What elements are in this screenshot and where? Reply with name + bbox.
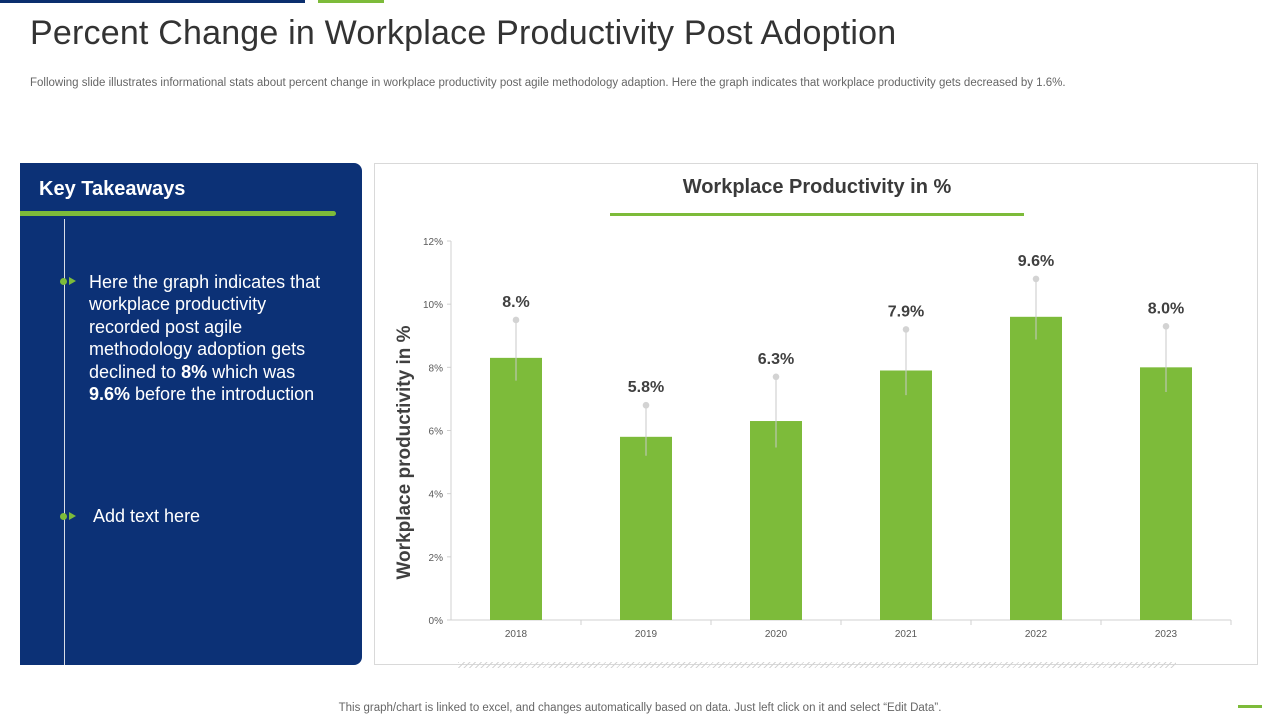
y-axis-title: Workplace productivity in % [394,325,415,579]
footer-note: This graph/chart is linked to excel, and… [338,702,942,714]
heading-underline [20,211,336,216]
takeaway-1-highlight-8: 8% [181,361,208,382]
takeaway-1-line-1: Here the graph indicates that [89,272,321,292]
error-bar-cap-2018 [512,316,520,324]
key-takeaways-panel: Key Takeaways Here the graph indicates t… [20,163,362,665]
y-tick-label: 6% [429,427,444,438]
page-title: Percent Change in Workplace Productivity… [30,14,897,52]
footer-accent-mark [1238,705,1262,708]
timeline-line [64,219,65,665]
y-tick-label: 2% [429,553,444,564]
x-tick-label-2019: 2019 [635,629,658,640]
error-bar-cap-2021 [902,326,910,333]
bar-2022 [1010,316,1062,620]
takeaway-1-line-6-suffix: before the introduction [130,384,315,405]
takeaway-1-line-5-prefix: declined to [89,361,182,382]
x-tick-label-2021: 2021 [895,629,918,640]
x-tick-label-2020: 2020 [765,629,788,640]
y-tick-label: 10% [423,300,443,311]
bullet-dot-icon [60,512,67,520]
chart-shadow-hatch [458,662,1176,668]
error-bar-cap-2020 [772,373,780,381]
bullet-arrow-icon [69,512,76,520]
takeaway-1-highlight-96: 9.6% [89,384,131,405]
y-tick-label: 0% [429,616,444,627]
chart-title: Workplace Productivity in % [682,176,952,198]
y-tick-label: 4% [429,490,444,501]
bullet-arrow-icon [69,277,76,285]
bar-2019 [620,436,672,620]
error-bar-cap-2019 [642,401,650,409]
error-bar-cap-2023 [1162,322,1170,330]
data-label-2018: 8.% [502,294,530,311]
bullet-dot-icon [60,277,67,285]
data-label-2020: 6.3% [758,351,794,368]
takeaway-1-line-2: workplace productivity [89,294,267,315]
data-label-2023: 8.0% [1148,300,1184,317]
bar-2020 [750,421,802,620]
x-tick-label-2018: 2018 [505,629,528,640]
bullet-marker-2 [60,512,76,520]
takeaway-text-2[interactable]: Add text here [93,506,201,526]
bar-2018 [490,357,542,620]
chart-title-underline [610,213,1024,216]
bar-2021 [880,370,932,620]
bullet-marker-1 [60,277,76,285]
data-label-2022: 9.6% [1018,253,1054,270]
top-accent-bar-blue [0,0,305,3]
data-label-2019: 5.8% [628,379,664,396]
y-tick-label: 8% [429,363,444,374]
takeaway-1-line-5-suffix: which was [207,361,296,382]
bar-2023 [1140,367,1192,620]
y-tick-label: 12% [423,237,443,248]
page-subtitle: Following slide illustrates informationa… [30,77,1066,89]
takeaway-1-line-4: methodology adoption gets [89,339,306,360]
x-tick-label-2022: 2022 [1025,629,1048,640]
key-takeaways-heading: Key Takeaways [39,178,186,200]
takeaway-1-line-3: recorded post agile [89,316,243,337]
x-tick-label-2023: 2023 [1155,629,1178,640]
data-label-2021: 7.9% [888,303,924,320]
takeaway-text-1: Here the graph indicates that workplace … [89,271,320,405]
error-bar-cap-2022 [1032,275,1040,283]
top-accent-bar-green [318,0,384,3]
bar-chart[interactable]: 0% 2% 4% 6% 8% 10% 12% Workplace productivity i… [374,163,1258,665]
